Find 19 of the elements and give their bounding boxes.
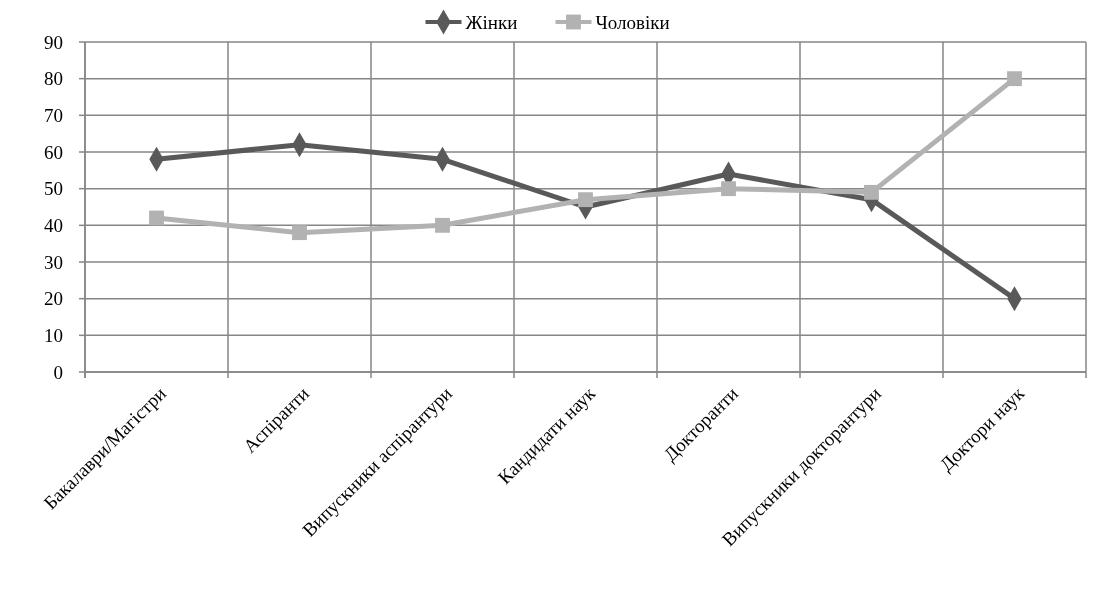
point [292, 225, 307, 241]
y-tick-label: 90 [44, 31, 63, 53]
y-tick-label: 10 [44, 324, 63, 346]
legend-label: Жінки [465, 11, 518, 33]
y-tick-label: 50 [44, 178, 63, 200]
point [149, 210, 164, 226]
point [1007, 71, 1022, 87]
point [864, 184, 879, 200]
y-tick-label: 20 [44, 288, 63, 310]
y-tick-label: 70 [44, 104, 63, 126]
y-tick-label: 40 [44, 214, 63, 236]
y-tick-label: 80 [44, 68, 63, 90]
y-tick-label: 30 [44, 251, 63, 273]
point [721, 181, 736, 197]
point [435, 217, 450, 233]
legend-label: Чоловіки [595, 11, 670, 33]
point [578, 192, 593, 208]
y-tick-label: 0 [53, 361, 63, 383]
y-tick-label: 60 [44, 141, 63, 163]
